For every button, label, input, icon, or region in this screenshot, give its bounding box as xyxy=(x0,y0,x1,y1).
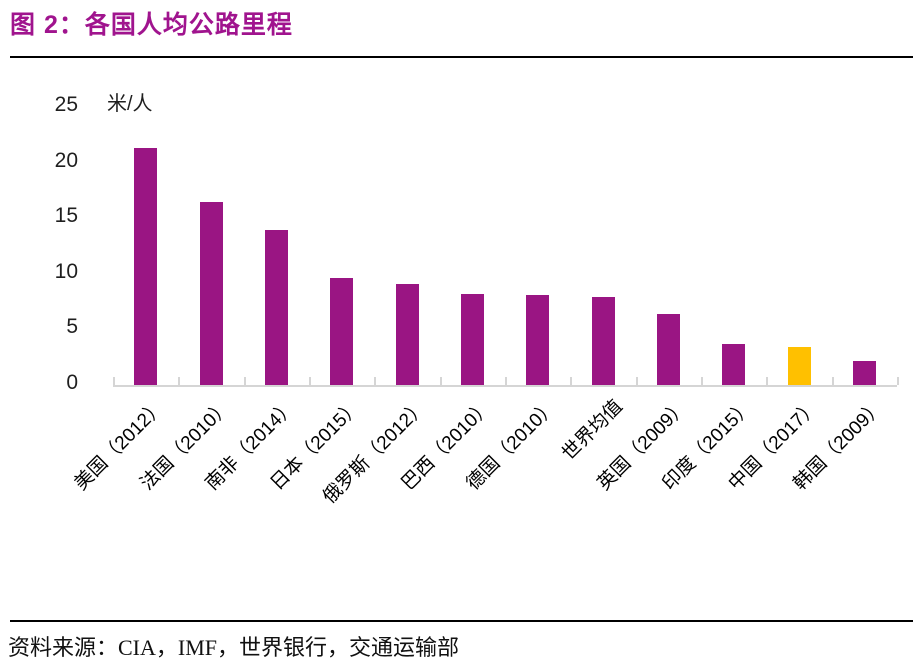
bar-世界均值 xyxy=(591,297,615,385)
x-axis-line xyxy=(113,385,897,387)
y-axis-tick-label: 5 xyxy=(66,315,78,339)
bar-韩国（2009） xyxy=(852,360,876,385)
x-axis-tick xyxy=(635,377,638,385)
y-axis-tick-label: 10 xyxy=(54,259,78,283)
figure-title: 图 2：各国人均公路里程 xyxy=(10,11,293,39)
bar-巴西（2010） xyxy=(460,293,484,385)
x-axis-tick xyxy=(505,377,507,385)
title-divider xyxy=(10,56,913,58)
y-axis-unit-label: 米/人 xyxy=(107,93,153,115)
bar-德国（2010） xyxy=(526,294,550,385)
x-axis-tick xyxy=(570,377,573,385)
bar-日本（2015） xyxy=(330,278,354,385)
bar-俄罗斯（2012） xyxy=(395,283,419,385)
bar-美国（2012） xyxy=(134,148,158,385)
x-axis-tick xyxy=(831,377,834,385)
x-axis-tick xyxy=(178,377,181,385)
y-axis-tick-label: 0 xyxy=(66,371,78,394)
y-axis-tick-label: 25 xyxy=(54,93,78,116)
bar-英国（2009） xyxy=(656,313,680,385)
bar-中国（2017） xyxy=(787,347,811,385)
y-axis-tick-label: 20 xyxy=(54,148,78,172)
x-axis-tick xyxy=(243,377,246,385)
x-axis-tick xyxy=(439,377,442,385)
x-axis-tick xyxy=(374,377,377,385)
bar-印度（2015） xyxy=(722,343,746,385)
x-axis-tick xyxy=(309,377,311,385)
x-axis-tick xyxy=(113,377,115,385)
bar-法国（2010） xyxy=(199,201,223,385)
bar-南非（2014） xyxy=(264,230,288,385)
source-note: 资料来源：CIA，IMF，世界银行，交通运输部 xyxy=(8,635,460,660)
x-axis-tick xyxy=(701,377,703,385)
x-axis-tick xyxy=(897,377,899,385)
x-axis-tick xyxy=(766,377,769,385)
footer-divider xyxy=(10,620,913,622)
y-axis-tick-label: 15 xyxy=(54,204,78,228)
